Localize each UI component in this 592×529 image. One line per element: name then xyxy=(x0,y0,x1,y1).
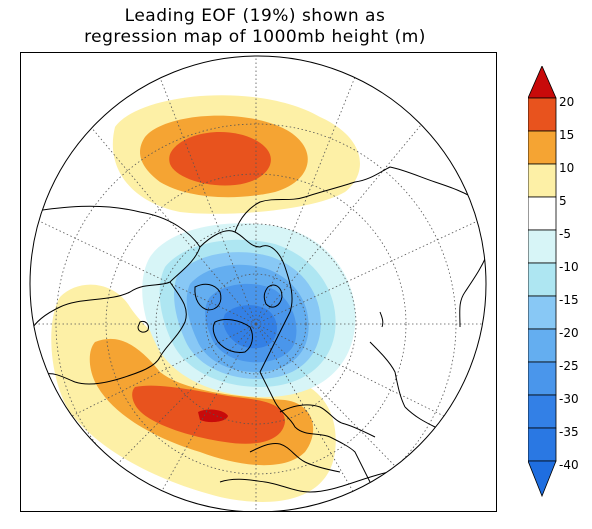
colorbar-swatch-15-20 xyxy=(528,97,557,132)
colorbar-swatch-minus20-minus25 xyxy=(528,328,557,363)
colorbar-label-minus-40: -40 xyxy=(559,458,579,472)
coastlines xyxy=(30,166,486,493)
globe-outline xyxy=(29,55,487,512)
colorbar-label-15: 15 xyxy=(559,128,574,142)
colorbar-swatch-5-10 xyxy=(528,163,557,198)
map-title-line-1: Leading EOF (19%) shown as xyxy=(124,6,386,26)
colorbar-label-20: 20 xyxy=(559,95,574,109)
colorbar-label-minus-5: -5 xyxy=(559,227,571,241)
colorbar-label-minus-35: -35 xyxy=(559,425,579,439)
colorbar-swatch-below-40 xyxy=(528,460,557,498)
colorbar-label-minus-25: -25 xyxy=(559,359,579,373)
colorbar-label-minus-15: -15 xyxy=(559,293,579,307)
colorbar-label-minus-20: -20 xyxy=(559,326,579,340)
colorbar-label-5: 5 xyxy=(559,194,567,208)
colorbar-swatch-minus15-minus20 xyxy=(528,295,557,330)
atlantic-positive-anomaly xyxy=(51,284,336,502)
colorbar-swatch-minus10-minus15 xyxy=(528,262,557,297)
colorbar-label-minus-30: -30 xyxy=(559,392,579,406)
colorbar-swatch-minus35-minus40 xyxy=(528,427,557,462)
colorbar-swatch-minus30-minus35 xyxy=(528,394,557,429)
polar-map xyxy=(29,55,487,512)
map-title-line-2: regression map of 1000mb height (m) xyxy=(84,27,426,47)
pacific-positive-anomaly xyxy=(112,95,360,214)
arctic-negative-anomaly xyxy=(142,223,356,397)
colorbar-swatch-10-15 xyxy=(528,130,557,165)
colorbar: 20 15 10 5 -5 -10 -15 -20 -25 -30 -35 -4… xyxy=(528,66,579,498)
colorbar-swatch-minus25-minus30 xyxy=(528,361,557,396)
colorbar-label-minus-10: -10 xyxy=(559,260,579,274)
colorbar-swatch-neutral xyxy=(528,196,557,231)
colorbar-label-10: 10 xyxy=(559,161,574,175)
colorbar-swatch-above-20 xyxy=(528,66,557,99)
colorbar-swatch-minus5-minus10 xyxy=(528,229,557,264)
